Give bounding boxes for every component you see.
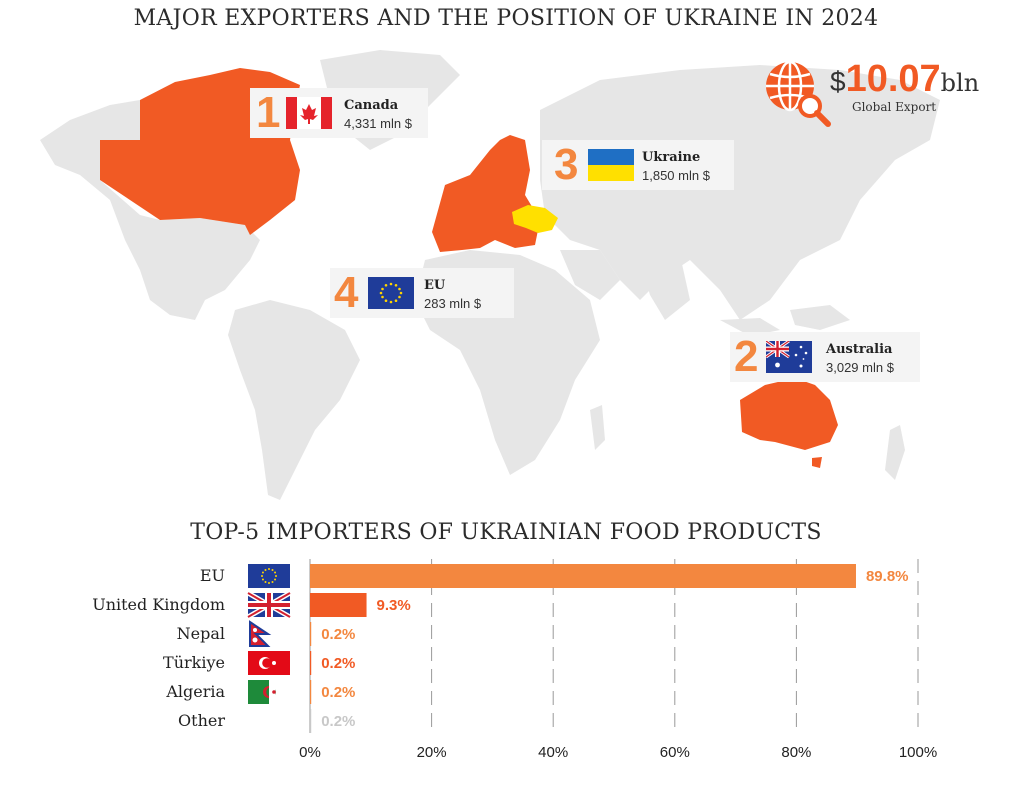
bar	[310, 651, 312, 675]
page-title: MAJOR EXPORTERS AND THE POSITION OF UKRA…	[133, 6, 879, 31]
world-map	[40, 50, 940, 500]
value-label: 0.2%	[321, 713, 355, 730]
exporter-card-ukraine: 3 Ukraine 1,850 mln $	[542, 140, 734, 190]
value-label: 0.2%	[321, 684, 355, 701]
global-export-label: Global Export	[852, 100, 937, 114]
currency-symbol: $	[830, 66, 846, 97]
rank-number: 3	[554, 140, 579, 189]
exporter-value: 4,331 mln $	[344, 116, 412, 131]
algeria-flag-icon	[248, 680, 290, 704]
global-export-value: $10.07bln	[830, 58, 979, 101]
category-label: United Kingdom	[92, 595, 225, 614]
category-label: EU	[200, 566, 225, 585]
value-label: 0.2%	[321, 626, 355, 643]
importers-bar-chart: EU 89.8% United Kingdom 9.3% Nepal 0.2% Türkiy…	[92, 559, 937, 761]
turkiye-flag-icon	[248, 651, 290, 675]
chart-title: TOP-5 IMPORTERS OF UKRAINIAN FOOD PRODUC…	[190, 520, 822, 545]
bar	[310, 564, 856, 588]
nepal-flag-icon	[249, 620, 272, 647]
category-label: Other	[178, 711, 225, 730]
australia-shape	[740, 378, 838, 450]
eu-flag-icon	[368, 277, 414, 309]
value-label: 9.3%	[377, 597, 411, 614]
world-landmass	[40, 50, 940, 500]
rank-number: 2	[734, 332, 759, 381]
ukraine-shape	[512, 205, 558, 233]
exporter-card-canada: 1 Canada 4,331 mln $	[250, 88, 428, 138]
chart-x-ticks: 0% 20% 40% 60% 80% 100%	[299, 744, 937, 761]
rank-number: 1	[256, 88, 281, 137]
category-label: Algeria	[165, 682, 225, 701]
chart-bars	[310, 564, 856, 733]
bar	[310, 593, 367, 617]
exporter-value: 283 mln $	[424, 296, 482, 311]
exporter-card-eu: 4 EU 283 mln $	[330, 268, 514, 318]
rank-number: 4	[334, 268, 359, 317]
canada-flag-icon	[286, 97, 332, 129]
exporter-name: Canada	[344, 98, 399, 113]
x-tick-label: 80%	[781, 744, 811, 761]
exporter-name: EU	[424, 278, 446, 293]
australia-flag-icon	[766, 341, 812, 373]
export-unit: bln	[940, 69, 980, 97]
x-tick-label: 100%	[899, 744, 937, 761]
bar	[310, 709, 312, 733]
category-label: Türkiye	[163, 653, 225, 672]
chart-flags	[246, 564, 292, 704]
value-label: 0.2%	[321, 655, 355, 672]
export-amount: 10.07	[845, 58, 941, 100]
x-tick-label: 40%	[538, 744, 568, 761]
exporter-value: 3,029 mln $	[826, 360, 894, 375]
x-tick-label: 20%	[417, 744, 447, 761]
exporter-value: 1,850 mln $	[642, 168, 710, 183]
global-export-summary: $10.07bln Global Export	[758, 56, 998, 136]
value-label: 89.8%	[866, 568, 909, 585]
ukraine-flag-icon	[588, 149, 634, 181]
tasmania-shape	[812, 457, 822, 468]
exporter-name: Ukraine	[642, 150, 701, 165]
exporter-card-australia: 2 Australia 3,029 mln $	[730, 332, 920, 382]
globe-search-icon	[766, 60, 831, 127]
chart-labels: EU 89.8% United Kingdom 9.3% Nepal 0.2% Türkiy…	[92, 566, 908, 730]
exporter-name: Australia	[826, 342, 893, 357]
eu-flag-icon	[248, 564, 290, 588]
bar	[310, 622, 312, 646]
bar	[310, 680, 312, 704]
x-tick-label: 60%	[660, 744, 690, 761]
uk-flag-icon	[246, 590, 292, 620]
category-label: Nepal	[177, 624, 225, 643]
eu-shape	[432, 135, 540, 252]
x-tick-label: 0%	[299, 744, 321, 761]
